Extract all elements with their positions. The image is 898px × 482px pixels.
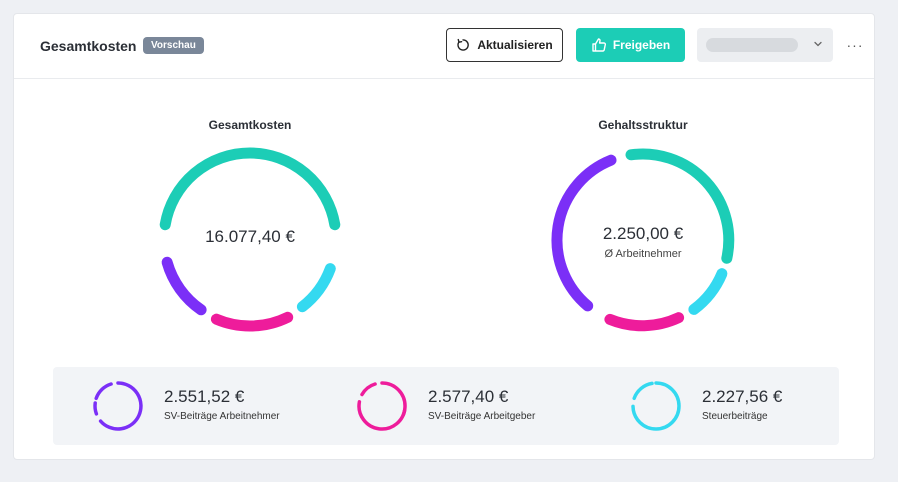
share-button-label: Freigeben (612, 38, 671, 52)
card-header: Gesamtkosten Vorschau Aktualisieren Frei… (14, 14, 874, 79)
tax-contributions-value: 2.227,56 € (702, 387, 783, 406)
total-cost-donut (159, 147, 341, 332)
refresh-button[interactable]: Aktualisieren (446, 28, 563, 62)
summary-strip: 2.551,52 € SV-Beiträge Arbeitnehmer 2.57… (53, 367, 839, 445)
employee-contributions-ring (93, 381, 143, 431)
share-button[interactable]: Freigeben (576, 28, 685, 62)
more-options-button[interactable]: ··· (846, 37, 864, 53)
chevron-down-icon (814, 41, 822, 47)
salary-structure-donut (551, 148, 735, 332)
employee-contributions-label: SV-Beiträge Arbeitnehmer (164, 411, 280, 422)
summary-item-employee-contributions: 2.551,52 € SV-Beiträge Arbeitnehmer (91, 367, 311, 445)
period-select[interactable] (697, 28, 833, 62)
period-select-value (706, 38, 798, 52)
thumbs-up-icon (592, 38, 606, 52)
tax-contributions-label: Steuerbeiträge (702, 411, 768, 422)
salary-chart-subtitle: Ø Arbeitnehmer (604, 248, 682, 260)
tax-contributions-ring (631, 381, 681, 431)
employer-contributions-label: SV-Beiträge Arbeitgeber (428, 411, 536, 422)
donut-segment-magenta (604, 312, 685, 332)
employee-contributions-value: 2.551,52 € (164, 387, 245, 406)
donut-segment-purple (551, 154, 617, 312)
donut-segment-cyan (688, 268, 728, 315)
salary-chart-value: 2.250,00 € (602, 224, 684, 243)
cost-card: Gesamtkosten Vorschau Aktualisieren Frei… (13, 13, 875, 460)
donut-segment-purple (161, 256, 207, 316)
card-title: Gesamtkosten (40, 38, 137, 54)
donut-segment-cyan (296, 263, 336, 313)
refresh-icon (457, 38, 470, 51)
preview-badge: Vorschau (143, 37, 204, 54)
refresh-button-label: Aktualisieren (477, 38, 553, 52)
donut-segment-teal (625, 148, 735, 264)
summary-item-employer-contributions: 2.577,40 € SV-Beiträge Arbeitgeber (355, 367, 575, 445)
summary-item-tax-contributions: 2.227,56 € Steuerbeiträge (629, 367, 829, 445)
donut-segment-teal (159, 147, 341, 231)
total-chart-title: Gesamtkosten (208, 118, 292, 132)
employer-contributions-value: 2.577,40 € (428, 387, 509, 406)
employer-contributions-ring (357, 381, 407, 431)
salary-chart-title: Gehaltsstruktur (598, 118, 688, 132)
donut-segment-magenta (210, 311, 294, 332)
total-chart-value: 16.077,40 € (205, 227, 295, 246)
